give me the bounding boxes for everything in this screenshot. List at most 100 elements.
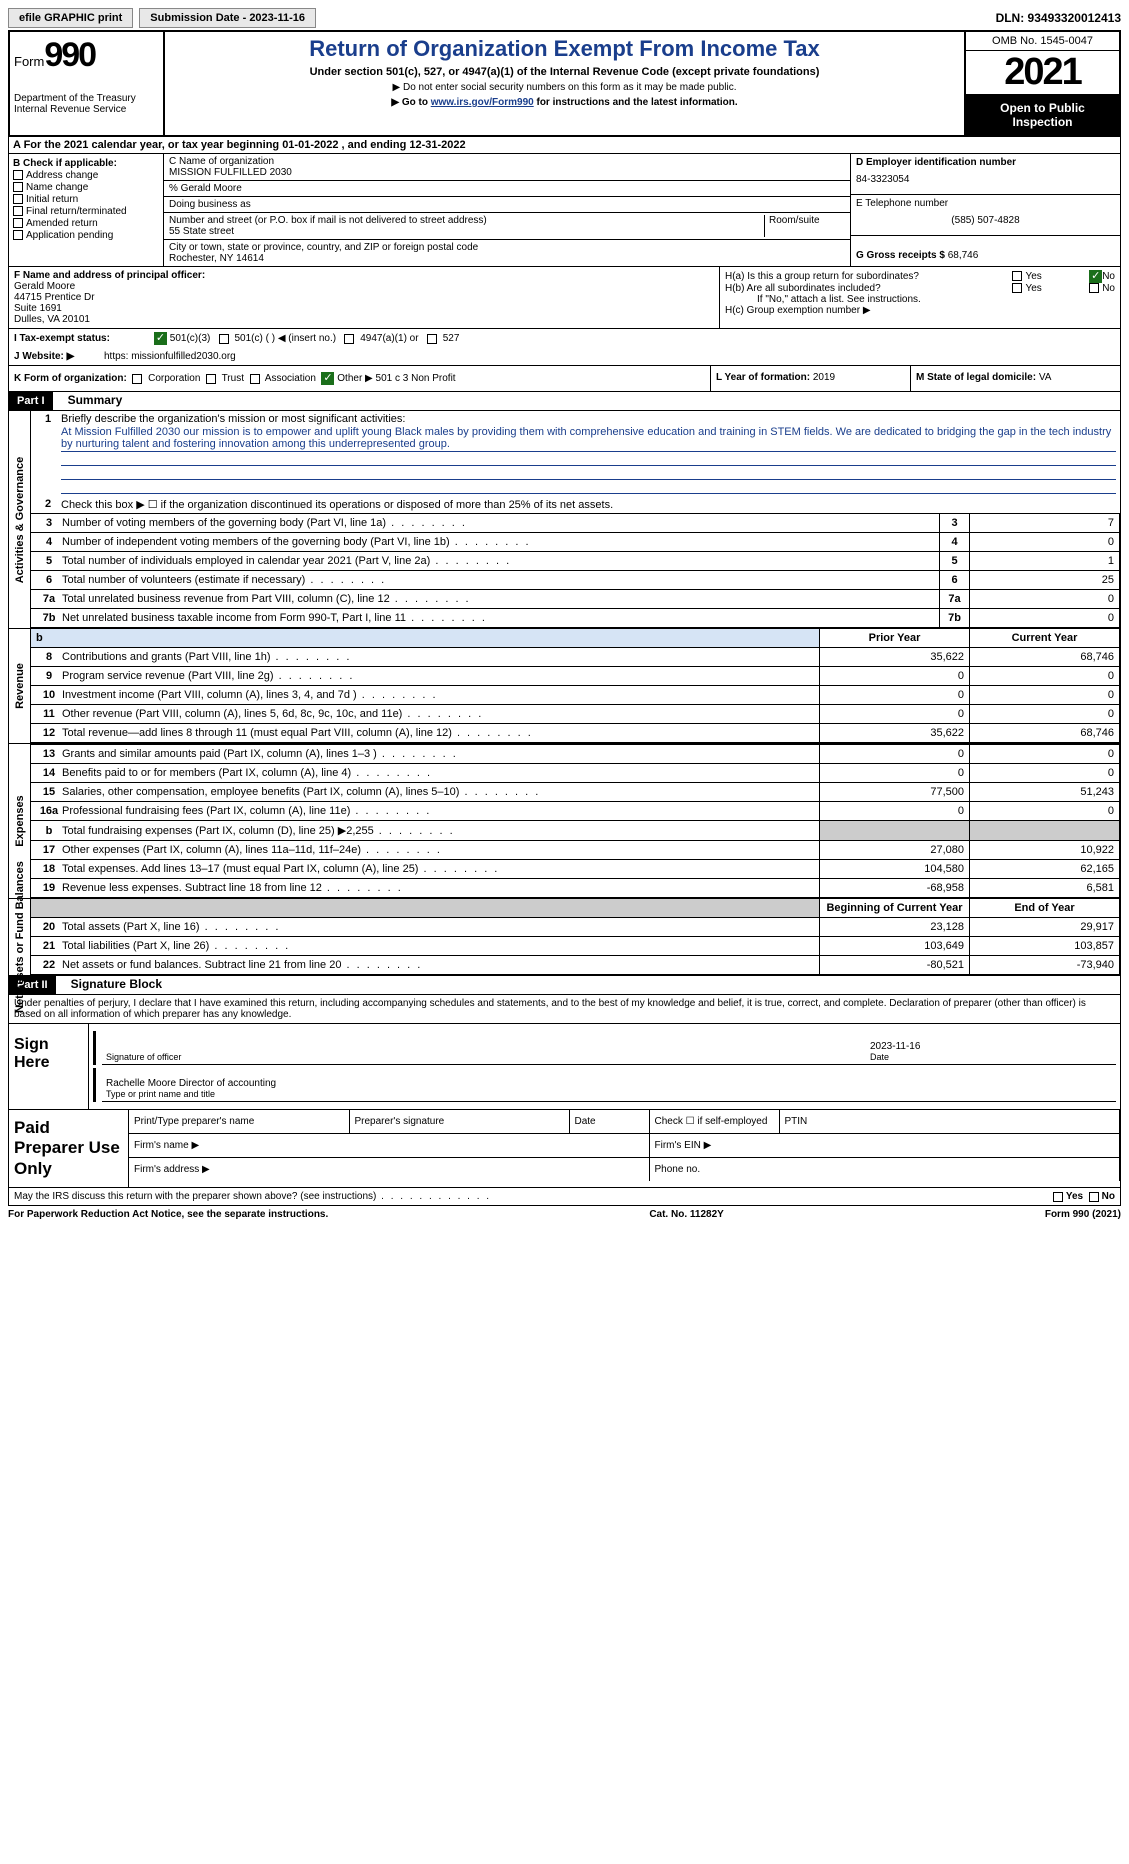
chk-initial-return[interactable]: Initial return xyxy=(13,194,159,205)
row-a-tax-year: A For the 2021 calendar year, or tax yea… xyxy=(8,137,1121,154)
paid-preparer-label: Paid Preparer Use Only xyxy=(9,1110,129,1187)
preparer-ptin[interactable]: PTIN xyxy=(779,1110,1120,1134)
mission-label: Briefly describe the organization's miss… xyxy=(61,413,405,425)
irs-link[interactable]: www.irs.gov/Form990 xyxy=(431,97,534,108)
ha-yes[interactable]: Yes xyxy=(1012,271,1041,282)
link-prefix: ▶ Go to xyxy=(391,97,430,108)
col-l-year: L Year of formation: 2019 xyxy=(711,366,911,392)
table-row: 20Total assets (Part X, line 16)23,12829… xyxy=(31,918,1120,937)
vlabel-net-assets: Net Assets or Fund Balances xyxy=(9,899,31,975)
form-subtitle: Under section 501(c), 527, or 4947(a)(1)… xyxy=(173,66,956,78)
city-value: Rochester, NY 14614 xyxy=(169,253,845,264)
firm-address[interactable]: Firm's address ▶ xyxy=(129,1158,649,1182)
opt-other: Other ▶ xyxy=(337,373,372,384)
dln-label: DLN: 93493320012413 xyxy=(996,11,1121,25)
hb-label: H(b) Are all subordinates included? xyxy=(725,283,965,294)
table-row: 14Benefits paid to or for members (Part … xyxy=(31,764,1120,783)
street-value: 55 State street xyxy=(169,226,760,237)
section-revenue: Revenue bPrior YearCurrent Year 8Contrib… xyxy=(8,629,1121,744)
dba-cell: Doing business as xyxy=(164,197,850,213)
ein-label: D Employer identification number xyxy=(856,157,1016,168)
sig-date-field: 2023-11-16Date xyxy=(866,1031,1116,1065)
mission-text: At Mission Fulfilled 2030 our mission is… xyxy=(61,425,1116,452)
irs-discuss-row: May the IRS discuss this return with the… xyxy=(8,1188,1121,1206)
firm-ein[interactable]: Firm's EIN ▶ xyxy=(649,1134,1120,1158)
opt-527: 527 xyxy=(443,333,460,344)
opt-corp: Corporation xyxy=(148,373,200,384)
table-row: bTotal fundraising expenses (Part IX, co… xyxy=(31,821,1120,841)
sig-name-field: Rachelle Moore Director of accountingTyp… xyxy=(102,1068,1116,1102)
discuss-yes[interactable]: Yes xyxy=(1053,1191,1083,1202)
discuss-no[interactable]: No xyxy=(1089,1191,1115,1202)
chk-name-change[interactable]: Name change xyxy=(13,182,159,193)
tax-year: 2021 xyxy=(966,51,1119,95)
org-name-cell: C Name of organization MISSION FULFILLED… xyxy=(164,154,850,181)
firm-name[interactable]: Firm's name ▶ xyxy=(129,1134,649,1158)
governance-table: 3Number of voting members of the governi… xyxy=(31,513,1120,628)
firm-phone[interactable]: Phone no. xyxy=(649,1158,1120,1182)
chk-final-return[interactable]: Final return/terminated xyxy=(13,206,159,217)
ha-no[interactable]: ✓No xyxy=(1089,270,1115,283)
table-row: 19Revenue less expenses. Subtract line 1… xyxy=(31,879,1120,898)
col-d-ein: D Employer identification number 84-3323… xyxy=(850,154,1120,266)
form-header: Form990 Department of the Treasury Inter… xyxy=(8,30,1121,137)
section-bcd: B Check if applicable: Address change Na… xyxy=(8,154,1121,267)
form-note-ssn: ▶ Do not enter social security numbers o… xyxy=(173,82,956,93)
phone-value: (585) 507-4828 xyxy=(856,209,1115,232)
col-k-form-org: K Form of organization: Corporation Trus… xyxy=(8,366,711,392)
table-row: 11Other revenue (Part VIII, column (A), … xyxy=(31,705,1120,724)
preparer-self-employed[interactable]: Check ☐ if self-employed xyxy=(649,1110,779,1134)
signature-declaration: Under penalties of perjury, I declare th… xyxy=(8,995,1121,1024)
dept-treasury: Department of the Treasury Internal Reve… xyxy=(14,93,159,115)
sig-officer-field[interactable]: Signature of officer xyxy=(102,1031,866,1065)
irs-discuss-label: May the IRS discuss this return with the… xyxy=(14,1191,491,1202)
table-row: 6Total number of volunteers (estimate if… xyxy=(31,571,1120,590)
col-h-group: H(a) Is this a group return for subordin… xyxy=(720,267,1120,328)
hb-no[interactable]: No xyxy=(1089,283,1115,294)
part1-badge: Part I xyxy=(9,392,53,410)
preparer-name[interactable]: Print/Type preparer's name xyxy=(129,1110,349,1134)
preparer-date[interactable]: Date xyxy=(569,1110,649,1134)
preparer-sig[interactable]: Preparer's signature xyxy=(349,1110,569,1134)
chk-527[interactable] xyxy=(427,334,437,344)
chk-address-change[interactable]: Address change xyxy=(13,170,159,181)
chk-application-pending[interactable]: Application pending xyxy=(13,230,159,241)
year-formation-label: L Year of formation: xyxy=(716,372,810,383)
col-c-org-info: C Name of organization MISSION FULFILLED… xyxy=(164,154,850,266)
hb-note: If "No," attach a list. See instructions… xyxy=(725,294,1115,305)
form-org-label: K Form of organization: xyxy=(14,373,127,384)
omb-number: OMB No. 1545-0047 xyxy=(966,32,1119,51)
table-row: 4Number of independent voting members of… xyxy=(31,533,1120,552)
hb-yes[interactable]: Yes xyxy=(1012,283,1041,294)
header-right: OMB No. 1545-0047 2021 Open to Public In… xyxy=(964,32,1119,135)
efile-print-button[interactable]: efile GRAPHIC print xyxy=(8,8,133,28)
chk-assoc[interactable] xyxy=(250,374,260,384)
chk-501c3[interactable]: ✓ xyxy=(154,332,167,345)
table-row: 21Total liabilities (Part X, line 26)103… xyxy=(31,937,1120,956)
chk-other[interactable]: ✓ xyxy=(321,372,334,385)
top-bar: efile GRAPHIC print Submission Date - 20… xyxy=(8,8,1121,28)
table-row: 16aProfessional fundraising fees (Part I… xyxy=(31,802,1120,821)
chk-trust[interactable] xyxy=(206,374,216,384)
link-suffix: for instructions and the latest informat… xyxy=(534,97,738,108)
form-number: 990 xyxy=(44,36,95,74)
form-word: Form xyxy=(14,54,44,69)
state-domicile-value: VA xyxy=(1039,372,1052,383)
city-cell: City or town, state or province, country… xyxy=(164,240,850,266)
chk-501c[interactable] xyxy=(219,334,229,344)
chk-amended-return[interactable]: Amended return xyxy=(13,218,159,229)
section-fh: F Name and address of principal officer:… xyxy=(8,267,1121,329)
section-expenses: Expenses 13Grants and similar amounts pa… xyxy=(8,744,1121,899)
receipts-cell: G Gross receipts $ 68,746 xyxy=(851,236,1120,264)
footer-right: Form 990 (2021) xyxy=(1045,1209,1121,1220)
footer-mid: Cat. No. 11282Y xyxy=(649,1209,723,1220)
col-f-officer: F Name and address of principal officer:… xyxy=(9,267,720,328)
chk-4947[interactable] xyxy=(344,334,354,344)
opt-4947: 4947(a)(1) or xyxy=(360,333,418,344)
org-name: MISSION FULFILLED 2030 xyxy=(169,167,845,178)
sign-here-row: Sign Here Signature of officer 2023-11-1… xyxy=(8,1024,1121,1110)
chk-corp[interactable] xyxy=(132,374,142,384)
part2-title: Signature Block xyxy=(59,977,162,991)
other-value: 501 c 3 Non Profit xyxy=(376,373,456,384)
table-row: 22Net assets or fund balances. Subtract … xyxy=(31,956,1120,975)
